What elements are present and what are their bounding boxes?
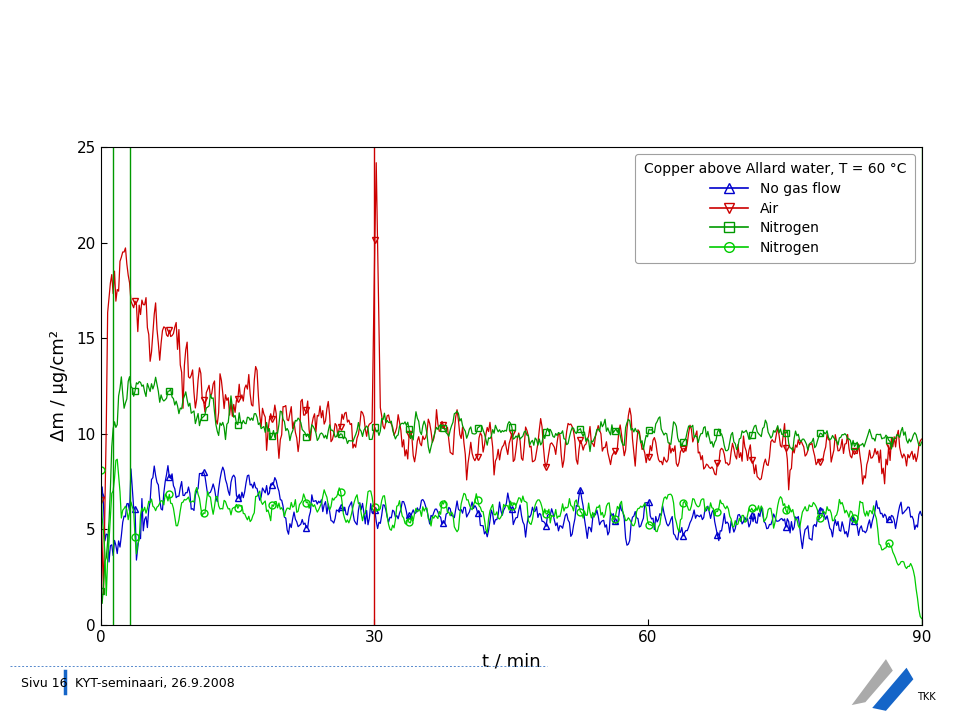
Text: TULOKSIA, hapettuminen kosteassa ilmassa: TULOKSIA, hapettuminen kosteassa ilmassa [24,34,818,65]
Polygon shape [873,668,913,711]
X-axis label: t / min: t / min [482,653,540,671]
Legend: No gas flow, Air, Nitrogen, Nitrogen: No gas flow, Air, Nitrogen, Nitrogen [636,154,915,263]
Text: TKK: TKK [917,692,936,702]
Polygon shape [852,659,893,705]
Text: KYT-seminaari, 26.9.2008: KYT-seminaari, 26.9.2008 [75,677,234,690]
Y-axis label: Δm / μg/cm²: Δm / μg/cm² [50,330,68,442]
Text: Sivu 16: Sivu 16 [21,677,67,690]
